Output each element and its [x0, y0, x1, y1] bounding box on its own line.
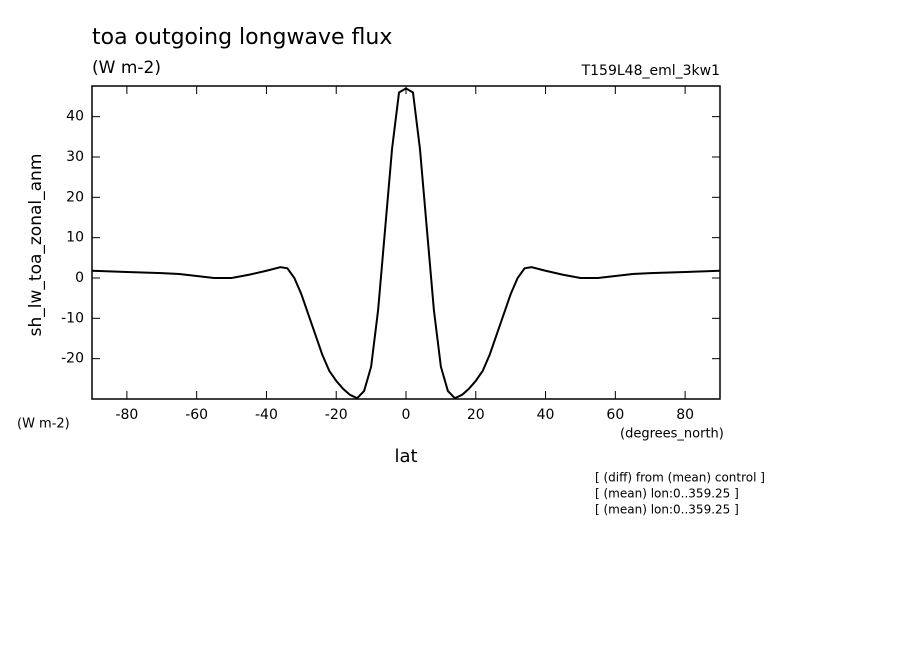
- y-tick-label: 10: [66, 230, 84, 246]
- x-tick-label: 0: [402, 407, 411, 423]
- y-axis-label: sh_lw_toa_zonal_anm: [26, 154, 46, 337]
- y-tick-label: -20: [61, 351, 84, 367]
- y-tick-label: 20: [66, 189, 84, 205]
- note: [ (diff) from (mean) control ]: [595, 471, 765, 485]
- run-label: T159L48_eml_3kw1: [581, 63, 720, 79]
- y-tick-label: 0: [75, 270, 84, 286]
- x-tick-label: -60: [185, 407, 208, 423]
- x-tick-label: 40: [537, 407, 555, 423]
- y-tick-label: -10: [61, 310, 84, 326]
- chart-subtitle: (W m-2): [92, 58, 161, 78]
- x-tick-label: -80: [115, 407, 138, 423]
- y-tick-label: 40: [66, 109, 84, 125]
- plot-frame: [91, 85, 721, 400]
- x-tick-label: 80: [676, 407, 694, 423]
- chart-title: toa outgoing longwave flux: [92, 25, 392, 50]
- x-units: (degrees_north): [620, 427, 724, 442]
- x-tick-label: -20: [325, 407, 348, 423]
- x-axis-label: lat: [394, 446, 417, 467]
- note: [ (mean) lon:0..359.25 ]: [595, 503, 739, 517]
- note: [ (mean) lon:0..359.25 ]: [595, 487, 739, 501]
- x-tick-label: 60: [606, 407, 624, 423]
- y-tick-label: 30: [66, 149, 84, 165]
- y-units: (W m-2): [17, 417, 70, 432]
- x-tick-label: -40: [255, 407, 278, 423]
- data-line: [91, 87, 721, 400]
- x-tick-label: 20: [467, 407, 485, 423]
